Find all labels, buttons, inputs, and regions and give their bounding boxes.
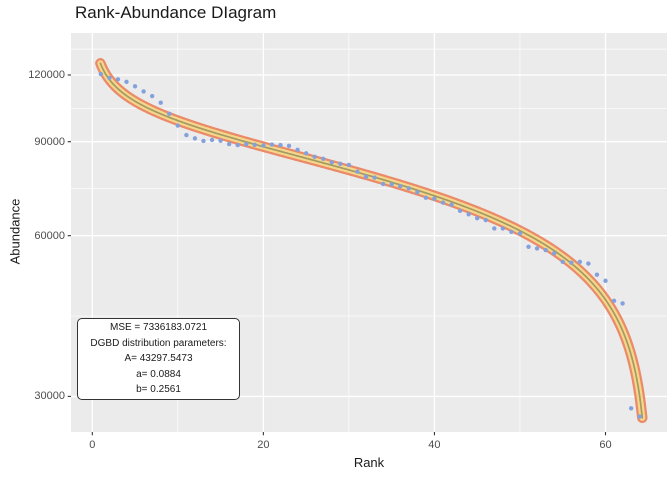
data-point bbox=[569, 260, 574, 265]
data-point bbox=[363, 174, 369, 179]
x-tick-label: 40 bbox=[428, 439, 441, 451]
data-point bbox=[457, 208, 463, 213]
data-point bbox=[543, 247, 548, 253]
param-a-line: a= 0.0884 bbox=[136, 368, 181, 380]
data-point bbox=[338, 161, 343, 167]
data-point bbox=[175, 123, 181, 128]
data-point bbox=[149, 93, 155, 99]
y-tick-label: 120000 bbox=[28, 68, 65, 81]
data-point bbox=[603, 278, 608, 283]
data-point bbox=[244, 141, 249, 147]
data-point bbox=[440, 200, 446, 205]
data-point bbox=[329, 160, 334, 165]
data-point bbox=[380, 181, 386, 187]
data-point bbox=[483, 217, 488, 223]
data-point bbox=[500, 226, 506, 231]
data-point bbox=[98, 71, 104, 77]
data-point bbox=[389, 182, 394, 187]
data-point bbox=[286, 143, 292, 149]
fit-line bbox=[99, 62, 644, 419]
data-point bbox=[560, 259, 565, 265]
dgbd-header-line: DGBD distribution parameters: bbox=[90, 337, 227, 349]
data-point bbox=[406, 186, 411, 191]
y-tick-label: 30000 bbox=[34, 390, 65, 403]
data-point bbox=[551, 251, 557, 256]
data-point bbox=[637, 414, 642, 419]
data-point bbox=[141, 89, 146, 94]
data-point bbox=[611, 298, 617, 304]
data-point bbox=[432, 196, 437, 201]
y-tick-label: 60000 bbox=[34, 229, 65, 242]
data-point bbox=[534, 246, 540, 251]
param-b-line: b= 0.2561 bbox=[136, 384, 181, 396]
fit-stats-box: MSE = 7336183.0721 DGBD distribution par… bbox=[77, 318, 240, 400]
chart-title: Rank-Abundance DIagram bbox=[75, 3, 277, 22]
data-point bbox=[278, 142, 283, 148]
data-point bbox=[132, 84, 138, 89]
data-point bbox=[235, 142, 240, 148]
data-point bbox=[628, 406, 634, 411]
data-point bbox=[261, 143, 266, 148]
data-point bbox=[252, 142, 258, 148]
data-point bbox=[449, 202, 454, 207]
data-point bbox=[192, 136, 198, 141]
data-point bbox=[492, 226, 497, 231]
param-A-line: A= 43297.5473 bbox=[124, 353, 193, 365]
x-axis-title: Rank bbox=[353, 455, 385, 470]
x-tick-label: 20 bbox=[257, 439, 270, 451]
data-point bbox=[303, 151, 309, 156]
data-point bbox=[517, 231, 523, 236]
x-tick-label: 60 bbox=[599, 439, 612, 451]
data-point bbox=[167, 111, 172, 117]
data-point bbox=[218, 138, 223, 143]
data-point bbox=[466, 212, 471, 217]
x-tick-label: 0 bbox=[89, 439, 96, 451]
data-point bbox=[398, 183, 403, 189]
data-point bbox=[295, 147, 300, 153]
data-point bbox=[107, 75, 112, 81]
data-point bbox=[509, 229, 514, 235]
data-point bbox=[346, 162, 352, 168]
data-point bbox=[201, 138, 206, 144]
data-point bbox=[415, 189, 420, 195]
data-point bbox=[209, 137, 215, 143]
data-point bbox=[355, 169, 360, 174]
data-point bbox=[184, 132, 189, 138]
data-point bbox=[226, 141, 232, 147]
data-point bbox=[475, 216, 480, 221]
data-point bbox=[124, 79, 129, 85]
data-point bbox=[312, 154, 317, 160]
data-point bbox=[158, 100, 163, 105]
data-point bbox=[586, 261, 591, 266]
data-point bbox=[620, 301, 625, 306]
data-point bbox=[526, 244, 531, 249]
data-point bbox=[115, 77, 121, 82]
data-point bbox=[577, 259, 583, 265]
data-point bbox=[372, 175, 377, 180]
mse-line: MSE = 7336183.0721 bbox=[109, 322, 208, 334]
data-point bbox=[321, 156, 326, 161]
data-point bbox=[594, 272, 600, 277]
data-point bbox=[269, 142, 275, 147]
y-tick-label: 90000 bbox=[34, 135, 65, 148]
data-point bbox=[423, 195, 429, 200]
